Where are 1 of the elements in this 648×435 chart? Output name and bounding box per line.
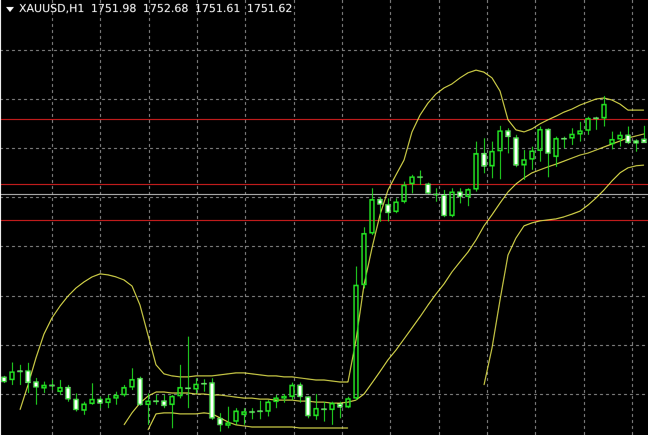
chart-title: XAUUSD,H1 1751.98 1752.68 1751.61 1751.62 [19, 2, 292, 15]
